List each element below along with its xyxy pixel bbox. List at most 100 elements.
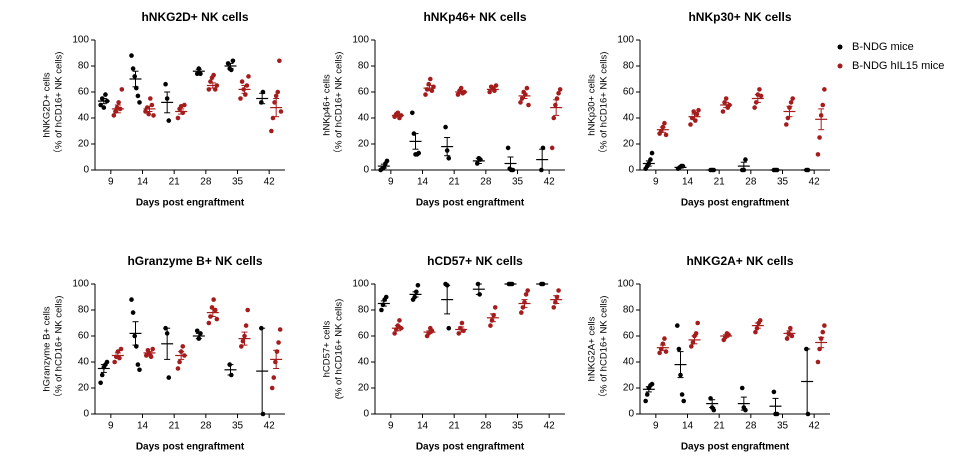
panel-title: hGranzyme B+ NK cells: [127, 254, 262, 268]
data-point: [691, 109, 696, 114]
y-tick-label: 80: [78, 305, 90, 316]
data-point: [649, 381, 655, 387]
y-tick-label: 20: [358, 383, 370, 394]
x-tick-label: 14: [137, 421, 149, 432]
x-tick-label: 42: [264, 177, 276, 188]
data-point: [663, 132, 669, 138]
x-tick-label: 35: [777, 421, 789, 432]
y-axis-label: （% of hCD16+ NK cells): [53, 296, 65, 403]
data-point: [644, 392, 650, 397]
y-axis-label: hNKp30+ cells: [587, 74, 598, 136]
data-point: [175, 115, 181, 121]
x-tick-label: 28: [745, 421, 757, 432]
data-point: [815, 359, 821, 365]
data-point: [446, 156, 452, 161]
x-tick-label: 21: [169, 421, 181, 432]
data-point: [711, 407, 717, 413]
data-point: [269, 385, 275, 391]
data-point: [150, 346, 155, 352]
y-tick-label: 60: [78, 87, 90, 98]
data-point: [488, 323, 493, 328]
data-point: [194, 328, 200, 334]
data-point: [720, 109, 726, 114]
data-point: [383, 294, 389, 300]
data-point: [206, 320, 212, 326]
data-point: [177, 359, 182, 365]
data-point: [276, 340, 281, 345]
data-point: [458, 85, 464, 91]
y-axis-label: （% of hCD16+ NK cells): [333, 52, 345, 159]
data-point: [753, 329, 758, 335]
x-tick-label: 21: [449, 177, 461, 188]
y-tick-label: 40: [78, 357, 90, 368]
x-tick-label: 35: [232, 421, 244, 432]
data-point: [151, 113, 156, 118]
y-tick-label: 80: [358, 305, 370, 316]
y-tick-label: 0: [628, 409, 634, 420]
data-point: [790, 96, 795, 101]
data-point: [416, 150, 422, 156]
x-tick-label: 9: [653, 177, 659, 188]
data-point: [238, 96, 243, 101]
data-point: [246, 74, 251, 79]
data-point: [129, 297, 134, 302]
panel-title: hNKp30+ NK cells: [688, 10, 791, 24]
legend-marker: [837, 63, 843, 69]
data-point: [384, 158, 390, 164]
data-point: [688, 122, 693, 127]
panel-title: hNKG2D+ NK cells: [141, 10, 248, 24]
y-axis-label: （% of hCD16+ NK cells): [53, 52, 65, 159]
x-tick-label: 28: [480, 421, 492, 432]
x-tick-label: 21: [714, 177, 726, 188]
data-point: [214, 316, 220, 322]
y-tick-label: 0: [83, 409, 89, 420]
x-axis-label: Days post engraftment: [136, 442, 245, 453]
data-point: [524, 85, 530, 91]
x-axis-label: Days post engraftment: [681, 198, 790, 209]
y-tick-label: 100: [72, 279, 89, 290]
x-tick-label: 35: [232, 177, 244, 188]
data-point: [643, 398, 648, 404]
data-point: [116, 100, 121, 105]
y-tick-label: 20: [623, 139, 635, 150]
x-tick-label: 9: [108, 421, 114, 432]
data-point: [130, 66, 136, 71]
data-point: [132, 74, 137, 79]
y-tick-label: 80: [78, 61, 90, 72]
data-point: [505, 145, 511, 151]
y-axis-label: hNKp46+ cells: [322, 74, 333, 136]
data-point: [379, 307, 384, 313]
data-point: [822, 323, 827, 328]
x-tick-label: 28: [745, 177, 757, 188]
x-tick-label: 14: [137, 177, 149, 188]
data-point: [269, 128, 274, 134]
y-tick-label: 100: [352, 35, 369, 46]
data-point: [649, 150, 655, 156]
data-point: [788, 100, 794, 105]
y-axis-label: (% of hCD16+ NK cells): [334, 299, 345, 400]
data-point: [784, 336, 790, 341]
data-point: [788, 325, 793, 331]
data-point: [679, 392, 685, 397]
y-axis-label: （% of hCD16+ NK cells): [598, 52, 610, 159]
data-point: [739, 385, 745, 391]
data-point: [526, 102, 531, 108]
data-point: [415, 283, 421, 288]
y-tick-label: 0: [363, 409, 369, 420]
data-point: [119, 87, 125, 92]
data-point: [132, 333, 137, 339]
data-point: [771, 389, 777, 395]
data-point: [175, 366, 181, 371]
data-point: [99, 372, 105, 378]
legend-label: B-NDG hIL15 mice: [852, 60, 944, 72]
data-point: [143, 109, 148, 114]
y-tick-label: 60: [358, 87, 370, 98]
data-point: [820, 329, 826, 335]
y-tick-label: 60: [623, 87, 635, 98]
data-point: [784, 122, 789, 127]
y-tick-label: 100: [617, 35, 634, 46]
data-point: [459, 320, 465, 326]
x-tick-label: 28: [200, 421, 212, 432]
y-tick-label: 100: [617, 279, 634, 290]
data-point: [277, 58, 282, 64]
